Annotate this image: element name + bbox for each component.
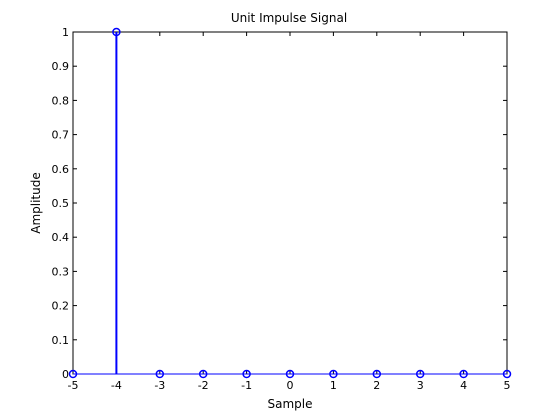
stem-marker <box>372 369 382 379</box>
x-tick-label: 2 <box>373 379 380 392</box>
chart-title: Unit Impulse Signal <box>231 11 347 25</box>
plot-area <box>72 31 508 375</box>
y-tick-label: 1 <box>62 26 69 39</box>
stem-marker <box>68 369 78 379</box>
y-tick-label: 0.7 <box>52 129 70 142</box>
x-tick-label: -2 <box>198 379 209 392</box>
stem-marker <box>198 369 208 379</box>
stem-marker <box>329 369 338 379</box>
stem-marker <box>155 369 165 379</box>
stem-marker <box>459 369 468 379</box>
y-tick-label: 0.3 <box>52 265 70 278</box>
y-tick-label: 0.6 <box>52 163 70 176</box>
y-tick-label: 0.8 <box>52 94 70 107</box>
stem-marker <box>285 369 295 379</box>
stem-lines <box>73 32 507 375</box>
y-tick-label: 0.4 <box>52 231 70 244</box>
y-tick-label: 0 <box>62 368 69 381</box>
y-tick-label: 0.5 <box>52 197 70 210</box>
stem-marker <box>242 369 251 379</box>
x-axis-label: Sample <box>268 397 313 411</box>
x-tick-label: -5 <box>68 379 79 392</box>
y-tick-label: 0.2 <box>52 300 70 313</box>
x-tick-label: -1 <box>241 379 252 392</box>
y-tick-label: 0.9 <box>52 60 70 73</box>
stem-marker <box>112 27 121 37</box>
stem-markers <box>68 27 512 379</box>
y-tick-label: 0.1 <box>52 334 70 347</box>
x-tick-label: -3 <box>154 379 165 392</box>
axis-ticks: -5 -4 -3 -2 -1 0 1 2 3 4 5 0 0.1 0.2 0.3 0.4 0.5 0.6 0.7 0.… <box>52 26 511 392</box>
x-tick-label: 3 <box>417 379 424 392</box>
x-tick-label: 1 <box>330 379 337 392</box>
x-tick-label: 4 <box>460 379 467 392</box>
x-tick-label: 5 <box>504 379 511 392</box>
y-axis-label: Amplitude <box>29 172 43 234</box>
stem-marker <box>502 369 512 379</box>
x-tick-label: 0 <box>287 379 294 392</box>
stem-marker <box>415 369 425 379</box>
x-tick-label: -4 <box>111 379 122 392</box>
